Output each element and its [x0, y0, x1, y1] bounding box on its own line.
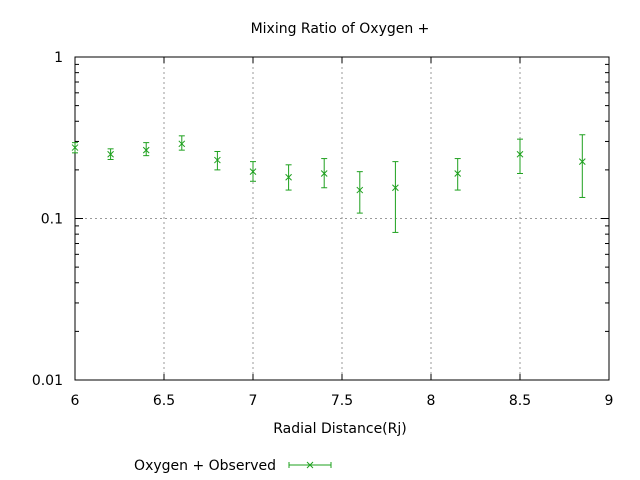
- data-point: [356, 171, 364, 214]
- data-point: [454, 158, 462, 191]
- x-tick-label: 6.5: [153, 393, 175, 409]
- data-point: [516, 138, 524, 174]
- x-marker-stroke: [107, 150, 114, 158]
- data-point: [142, 142, 150, 157]
- data-point: [578, 134, 586, 198]
- y-tick-label: 1: [54, 50, 63, 66]
- x-marker-stroke: [516, 150, 524, 158]
- x-marker-stroke: [285, 173, 292, 181]
- x-tick-label: 8: [427, 393, 436, 409]
- legend-marker: [288, 461, 332, 469]
- x-marker-stroke: [578, 158, 586, 165]
- x-marker-stroke: [454, 170, 462, 177]
- series-oxygen-plus: [71, 134, 586, 233]
- x-tick-label: 6: [71, 393, 80, 409]
- x-marker-stroke: [178, 140, 186, 148]
- data-point: [71, 142, 79, 154]
- data-point: [392, 161, 399, 233]
- data-point: [285, 164, 292, 191]
- x-marker-stroke: [356, 186, 364, 194]
- x-marker-stroke: [320, 170, 328, 177]
- x-tick-label: 8.5: [509, 393, 531, 409]
- data-point: [214, 150, 221, 171]
- data-point: [249, 161, 257, 182]
- data-point: [107, 148, 114, 160]
- x-tick-label: 7: [249, 393, 258, 409]
- data-point: [178, 135, 186, 151]
- x-tick-label: 7.5: [331, 393, 353, 409]
- x-marker-stroke: [142, 146, 150, 154]
- legend-label: Oxygen + Observed: [134, 458, 276, 474]
- x-axis-label: Radial Distance(Rj): [273, 421, 406, 437]
- chart-title: Mixing Ratio of Oxygen +: [251, 21, 430, 37]
- y-tick-label: 0.01: [32, 373, 63, 389]
- axis-ticks: 6 6.5 7 7.5 8 8.5 9 0.01 0.1 1: [32, 50, 614, 409]
- x-tick-label: 9: [605, 393, 614, 409]
- x-marker-stroke: [392, 184, 399, 192]
- x-marker-stroke: [214, 156, 221, 164]
- y-tick-label: 0.1: [41, 212, 63, 228]
- grid: [75, 57, 609, 380]
- data-point: [320, 158, 328, 189]
- x-marker-stroke: [71, 144, 79, 151]
- legend-x-marker: [306, 461, 314, 469]
- x-marker-stroke: [249, 168, 257, 176]
- legend: Oxygen + Observed: [134, 458, 332, 474]
